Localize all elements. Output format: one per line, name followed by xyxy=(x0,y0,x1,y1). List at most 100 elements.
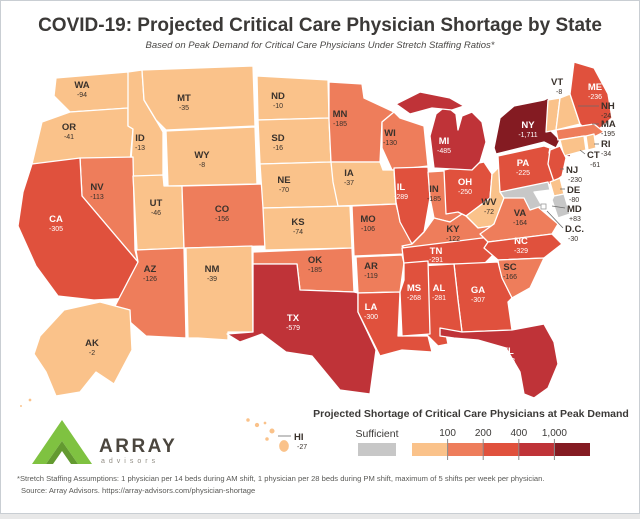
state-NM xyxy=(185,245,254,341)
state-AK xyxy=(33,301,133,397)
state-CA xyxy=(17,157,139,301)
legend-tick-label-400: 400 xyxy=(510,428,527,439)
svg-text:-8: -8 xyxy=(556,89,562,96)
state-HI-big-island xyxy=(277,438,291,454)
state-label-FL: FL-603 xyxy=(501,346,515,365)
svg-text:-37: -37 xyxy=(344,180,354,187)
svg-text:-27: -27 xyxy=(297,444,307,451)
svg-text:-230: -230 xyxy=(568,177,582,184)
state-label-SD: SD-16 xyxy=(271,133,284,152)
state-label-AR: AR-119 xyxy=(364,261,378,280)
svg-text:-113: -113 xyxy=(90,194,104,201)
svg-text:FL: FL xyxy=(502,346,514,357)
state-label-ID: ID-13 xyxy=(135,133,145,152)
svg-text:CA: CA xyxy=(49,214,63,225)
state-label-KS: KS-74 xyxy=(291,217,304,236)
logo-name: ARRAY xyxy=(99,436,177,457)
svg-text:-307: -307 xyxy=(471,297,485,304)
svg-text:ME: ME xyxy=(588,82,602,93)
state-label-ND: ND-10 xyxy=(271,91,285,110)
svg-text:HI: HI xyxy=(294,432,304,443)
state-WY xyxy=(165,126,258,187)
svg-text:-35: -35 xyxy=(179,105,189,112)
svg-text:-61: -61 xyxy=(590,162,600,169)
svg-text:SD: SD xyxy=(271,133,284,144)
state-labels: WA-94 OR-41 CA-305 NV-113 ID-13 MT-35 WY… xyxy=(49,80,602,365)
svg-text:IN: IN xyxy=(429,184,439,195)
legend-swatch-band5 xyxy=(554,443,590,456)
svg-text:TX: TX xyxy=(287,313,300,324)
svg-text:-329: -329 xyxy=(514,248,528,255)
svg-text:-185: -185 xyxy=(427,196,441,203)
state-label-DC: D.C.-30 xyxy=(565,224,584,243)
state-label-MA: MA-195 xyxy=(601,119,616,138)
state-MD-eastern-shore xyxy=(551,193,571,219)
legend-tick-label-100: 100 xyxy=(439,428,456,439)
svg-text:+83: +83 xyxy=(569,216,581,223)
state-label-MT: MT-35 xyxy=(177,93,191,112)
map-states xyxy=(17,61,613,454)
state-ND xyxy=(256,75,330,121)
legend-title: Projected Shortage of Critical Care Phys… xyxy=(313,408,629,420)
state-RI xyxy=(585,133,597,151)
state-label-MN: MN-185 xyxy=(333,109,348,128)
leader-CT xyxy=(579,149,586,155)
state-label-CA: CA-305 xyxy=(49,214,63,233)
svg-text:-46: -46 xyxy=(151,210,161,217)
legend-swatch-band3 xyxy=(483,443,519,456)
svg-text:-250: -250 xyxy=(458,189,472,196)
state-label-NY: NY-1,711 xyxy=(518,120,537,139)
svg-text:-281: -281 xyxy=(432,295,446,302)
state-label-ME: ME-236 xyxy=(588,82,602,101)
state-label-IL: IL-289 xyxy=(394,182,408,201)
state-MS xyxy=(399,260,431,337)
state-label-WY: WY-8 xyxy=(194,150,210,169)
state-label-IA: IA-37 xyxy=(344,168,354,187)
state-label-CT: CT-61 xyxy=(587,150,600,169)
svg-text:-166: -166 xyxy=(503,274,517,281)
svg-text:AL: AL xyxy=(433,283,446,294)
outside-labels: VT-8 NH-24 MA-195 RI-34 CT-61 NJ-230 DE-… xyxy=(294,77,616,451)
state-label-LA: LA-300 xyxy=(364,302,378,321)
svg-text:-119: -119 xyxy=(364,273,378,280)
state-label-OH: OH-250 xyxy=(458,177,472,196)
state-label-NM: NM-39 xyxy=(205,264,220,283)
dc-marker xyxy=(540,203,547,210)
state-HI-island1 xyxy=(244,416,252,424)
svg-text:-126: -126 xyxy=(143,276,157,283)
state-label-VA: VA-164 xyxy=(513,208,527,227)
svg-text:-2: -2 xyxy=(89,350,95,357)
state-label-WA: WA-94 xyxy=(74,80,89,99)
svg-text:-34: -34 xyxy=(601,151,611,158)
svg-text:-185: -185 xyxy=(308,267,322,274)
svg-text:RI: RI xyxy=(601,139,611,150)
state-label-HI: HI-27 xyxy=(294,432,307,451)
state-HI-island5 xyxy=(263,435,271,443)
svg-text:NH: NH xyxy=(601,101,615,112)
state-MI-upper xyxy=(395,91,465,115)
legend-swatch-band1 xyxy=(412,443,448,456)
svg-text:-13: -13 xyxy=(135,145,145,152)
state-WA xyxy=(53,71,131,113)
svg-text:-289: -289 xyxy=(394,194,408,201)
state-KS xyxy=(262,205,353,251)
svg-text:KY: KY xyxy=(446,224,460,235)
svg-text:-1,711: -1,711 xyxy=(518,132,537,139)
svg-text:-72: -72 xyxy=(484,209,494,216)
svg-text:LA: LA xyxy=(365,302,378,313)
footnote-assumptions: *Stretch Staffing Assumptions: 1 physici… xyxy=(17,474,544,483)
svg-text:WA: WA xyxy=(74,80,89,91)
state-label-MS: MS-268 xyxy=(407,283,421,302)
svg-text:-122: -122 xyxy=(446,236,460,243)
array-logo: ARRAY advisors xyxy=(32,420,177,465)
svg-text:KS: KS xyxy=(291,217,304,228)
state-label-AZ: AZ-126 xyxy=(143,264,157,283)
svg-text:-74: -74 xyxy=(293,229,303,236)
state-label-IN: IN-185 xyxy=(427,184,441,203)
svg-text:-291: -291 xyxy=(429,257,443,264)
page-subtitle: Based on Peak Demand for Critical Care P… xyxy=(145,40,494,51)
state-label-MI: MI-485 xyxy=(437,136,451,155)
leader-DC xyxy=(546,210,564,229)
svg-text:WI: WI xyxy=(384,128,396,139)
svg-text:-579: -579 xyxy=(286,325,300,332)
